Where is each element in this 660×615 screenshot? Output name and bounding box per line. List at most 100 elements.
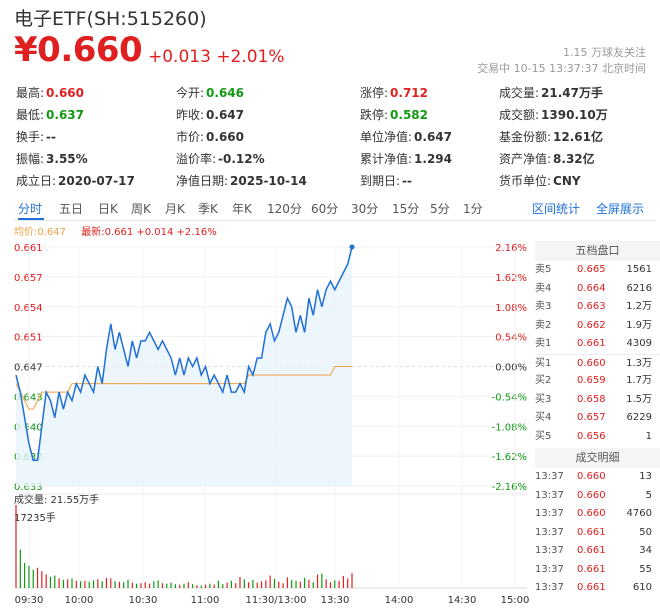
followers-count[interactable]: 1.15 万球友关注	[563, 46, 646, 59]
x-tick-label: 10:30	[129, 595, 158, 606]
tab-4[interactable]: 月K	[165, 202, 185, 216]
orderbook-row: 卖1 0.661 4309	[535, 335, 660, 354]
quote-label: 成交额:	[499, 108, 540, 122]
trade-price: 0.661	[577, 582, 606, 593]
quote-value: 1390.10万	[541, 108, 608, 122]
level-label: 买5	[535, 430, 552, 442]
trade-volume: 13	[639, 471, 652, 482]
tab-5[interactable]: 季K	[198, 202, 218, 216]
level-volume: 6229	[626, 412, 652, 423]
level-price: 0.657	[577, 412, 606, 423]
trade-time: 13:37	[535, 489, 564, 501]
quote-value: 0.582	[390, 108, 429, 122]
quote-cell: 资产净值: 8.32亿	[499, 150, 595, 167]
quote-label: 净值日期:	[176, 174, 229, 188]
quote-value: --	[46, 130, 57, 144]
y-tick-right: -1.62%	[492, 452, 527, 463]
level-label: 买3	[535, 393, 552, 405]
quote-cell: 跌停: 0.582	[360, 106, 428, 123]
quote-cell: 成立日: 2020-07-17	[16, 172, 135, 189]
level-label: 买4	[535, 412, 552, 423]
quote-label: 基金份额:	[499, 130, 552, 144]
y-tick-right: 0.00%	[495, 363, 527, 374]
orderbook-row: 卖5 0.665 1561	[535, 261, 660, 280]
tab-11[interactable]: 5分	[430, 202, 450, 216]
quote-value: 0.660	[46, 86, 85, 100]
trade-price: 0.661	[577, 545, 606, 556]
trade-row: 13:37 0.661 610	[535, 579, 660, 598]
trade-status: 交易中 10-15 13:37:37 北京时间	[477, 62, 646, 75]
quote-cell: 溢价率: -0.12%	[176, 150, 265, 167]
level-label: 卖4	[535, 282, 552, 294]
quote-label: 货币单位:	[499, 174, 552, 188]
tab-9[interactable]: 30分	[351, 202, 379, 216]
trade-row: 13:37 0.660 4760	[535, 505, 660, 524]
level-volume: 1.9万	[626, 319, 652, 331]
price-line	[15, 246, 353, 462]
y-tick-left: 0.654	[14, 303, 43, 314]
trade-row: 13:37 0.661 50	[535, 524, 660, 543]
trades-title: 成交明细	[535, 448, 660, 468]
quote-value: 12.61亿	[553, 130, 604, 144]
latest-value: 0.661 +0.014 +2.16%	[104, 227, 217, 238]
order-book: 五档盘口 卖5 0.665 1561 卖4 0.664 6216 卖3 0.663 1.2万 卖2 0…	[535, 241, 660, 598]
tab-6[interactable]: 年K	[232, 202, 252, 216]
quote-label: 累计净值:	[360, 152, 413, 166]
quote-value: -0.12%	[218, 152, 265, 166]
x-tick-label: 13:30	[321, 595, 350, 606]
tab-0[interactable]: 分时	[18, 202, 43, 216]
quote-cell: 市价: 0.660	[176, 128, 244, 145]
tab-1[interactable]: 五日	[59, 202, 84, 216]
quote-cell: 净值日期: 2025-10-14	[176, 172, 307, 189]
quote-label: 单位净值:	[360, 130, 413, 144]
quote-cell: 最高: 0.660	[16, 84, 84, 101]
y-tick-left: 0.647	[14, 363, 43, 374]
orderbook-row: 买3 0.658 1.5万	[535, 391, 660, 410]
trade-time: 13:37	[535, 563, 564, 575]
quote-value: 2025-10-14	[230, 174, 307, 188]
price-change: +0.013 +2.01%	[148, 47, 285, 67]
level-price: 0.658	[577, 393, 606, 405]
orderbook-row: 卖3 0.663 1.2万	[535, 298, 660, 317]
quote-value: 0.646	[206, 86, 245, 100]
tab-3[interactable]: 周K	[131, 202, 151, 216]
quote-value: 3.55%	[46, 152, 88, 166]
trade-volume: 5	[645, 489, 652, 501]
trade-time: 13:37	[535, 545, 564, 556]
tab-8[interactable]: 60分	[311, 202, 339, 216]
interval-stats-link[interactable]: 区间统计	[532, 202, 581, 216]
current-price: ¥0.660	[14, 30, 143, 70]
y-tick-right: 1.08%	[495, 303, 527, 314]
intraday-chart[interactable]: 0.661 2.16% 0.657 1.62% 0.654 1.08% 0.651 0.54%…	[0, 236, 535, 615]
quote-value: --	[402, 174, 413, 188]
quote-cell: 今开: 0.646	[176, 84, 244, 101]
orderbook-row: 卖2 0.662 1.9万	[535, 317, 660, 336]
level-volume: 1	[645, 430, 652, 442]
quote-value: 2020-07-17	[58, 174, 135, 188]
quote-value: 8.32亿	[553, 152, 595, 166]
y-tick-right: 0.54%	[495, 333, 527, 344]
tab-7[interactable]: 120分	[267, 202, 302, 216]
quote-cell: 成交量: 21.47万手	[499, 84, 603, 101]
quote-value: 21.47万手	[541, 86, 604, 100]
quote-row: 换手: -- 市价: 0.660 单位净值: 0.647 基金份额: 12.61亿	[16, 128, 656, 150]
trade-price: 0.660	[577, 508, 606, 519]
tab-12[interactable]: 1分	[463, 202, 483, 216]
level-label: 卖2	[535, 319, 552, 331]
y-tick-left: 0.661	[14, 243, 43, 254]
quote-label: 最低:	[16, 108, 45, 122]
quote-row: 振幅: 3.55% 溢价率: -0.12% 累计净值: 1.294 资产净值: 8.32亿	[16, 150, 656, 172]
quote-row: 最高: 0.660 今开: 0.646 涨停: 0.712 成交量: 21.47万手	[16, 84, 656, 106]
fullscreen-link[interactable]: 全屏展示	[596, 202, 645, 216]
y-tick-right: 2.16%	[495, 243, 527, 254]
y-tick-right: -0.54%	[492, 392, 527, 403]
trade-row: 13:37 0.660 13	[535, 468, 660, 487]
level-label: 买2	[535, 375, 552, 386]
tab-2[interactable]: 日K	[98, 202, 118, 216]
quote-label: 成交量:	[499, 86, 540, 100]
quote-value: CNY	[553, 174, 581, 188]
quote-label: 最高:	[16, 86, 45, 100]
quote-value: 0.712	[390, 86, 429, 100]
trade-volume: 55	[639, 563, 652, 575]
tab-10[interactable]: 15分	[392, 202, 420, 216]
